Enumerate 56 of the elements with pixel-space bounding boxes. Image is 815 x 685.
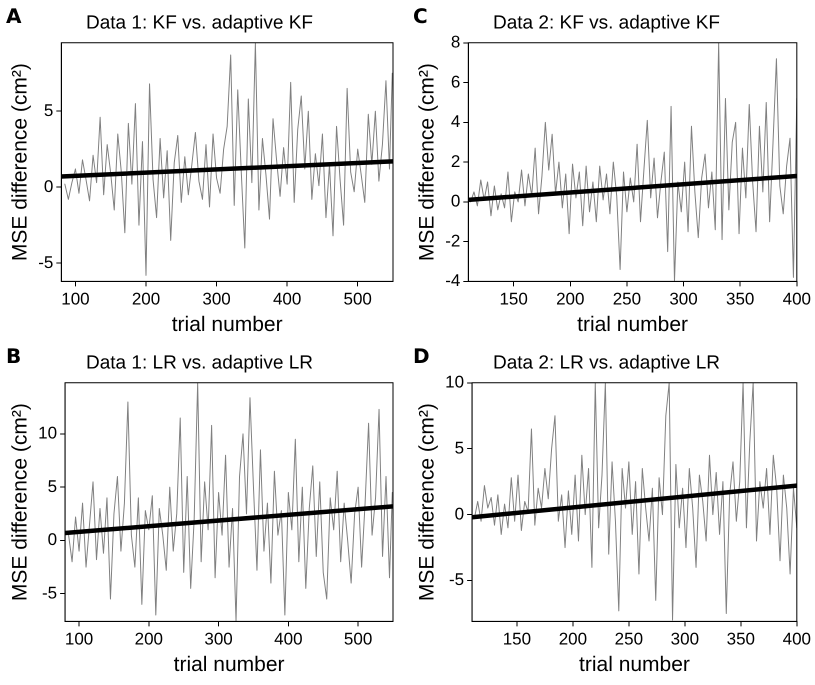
- y-tick-label: 6: [450, 72, 460, 92]
- x-tick-label: 150: [502, 629, 532, 648]
- x-tick-label: 500: [344, 629, 372, 648]
- text: C: [413, 4, 428, 28]
- x-tick-label: 100: [61, 289, 90, 308]
- y-tick-label: 0: [450, 192, 460, 211]
- x-tick-label: 100: [64, 629, 94, 648]
- y-tick-label: 10: [445, 372, 464, 392]
- y-tick-label: -4: [445, 271, 460, 290]
- text: B: [6, 344, 22, 368]
- text: A: [6, 4, 22, 28]
- y-tick-label: -2: [445, 231, 460, 250]
- x-tick-label: 300: [202, 289, 231, 308]
- x-tick-label: 150: [499, 289, 528, 308]
- y-tick-label: 5: [454, 438, 464, 458]
- chart-title: Data 2: KF vs. adaptive KF: [492, 12, 720, 34]
- x-tick-label: 300: [670, 629, 700, 648]
- text: D: [413, 344, 430, 368]
- y-tick-label: 0: [454, 504, 464, 524]
- y-axis-title: MSE difference (cm²): [415, 63, 438, 262]
- x-tick-label: 400: [272, 289, 302, 308]
- x-tick-label: 350: [726, 289, 754, 308]
- x-tick-label: 400: [274, 629, 303, 648]
- y-tick-label: 5: [44, 100, 54, 120]
- x-tick-label: 400: [782, 289, 812, 308]
- y-tick-label: 0: [48, 530, 58, 550]
- x-tick-label: 400: [782, 629, 812, 648]
- x-axis-title: trial number: [577, 313, 688, 336]
- chart-title: Data 1: KF vs. adaptive KF: [86, 12, 314, 34]
- x-tick-label: 200: [132, 289, 160, 308]
- y-tick-label: 10: [38, 424, 58, 443]
- x-tick-label: 200: [558, 629, 588, 648]
- x-tick-label: 200: [556, 289, 584, 308]
- y-axis-title: MSE difference (cm²): [415, 403, 438, 602]
- x-tick-label: 250: [612, 289, 642, 308]
- y-tick-label: -5: [448, 570, 464, 590]
- y-tick-label: -5: [42, 583, 58, 602]
- x-axis-title: trial number: [172, 313, 283, 336]
- chart-title: Data 1: LR vs. adaptive LR: [86, 352, 314, 374]
- chart-title: Data 2: LR vs. adaptive LR: [492, 352, 720, 374]
- x-tick-label: 200: [134, 629, 164, 648]
- y-tick-label: 8: [450, 32, 460, 52]
- x-axis-title: trial number: [174, 653, 284, 676]
- x-tick-label: 350: [726, 629, 756, 648]
- x-axis-title: trial number: [579, 653, 690, 676]
- y-axis-title: MSE difference (cm²): [8, 403, 32, 602]
- y-tick-label: 4: [450, 112, 460, 132]
- x-tick-label: 300: [669, 289, 698, 308]
- x-tick-label: 300: [204, 629, 233, 648]
- y-tick-label: -5: [38, 252, 54, 272]
- y-tick-label: 2: [450, 152, 460, 171]
- x-tick-label: 500: [344, 289, 372, 308]
- y-tick-label: 0: [44, 176, 54, 196]
- y-tick-label: 5: [48, 476, 58, 496]
- x-tick-label: 250: [614, 629, 644, 648]
- y-axis-title: MSE difference (cm²): [8, 63, 32, 262]
